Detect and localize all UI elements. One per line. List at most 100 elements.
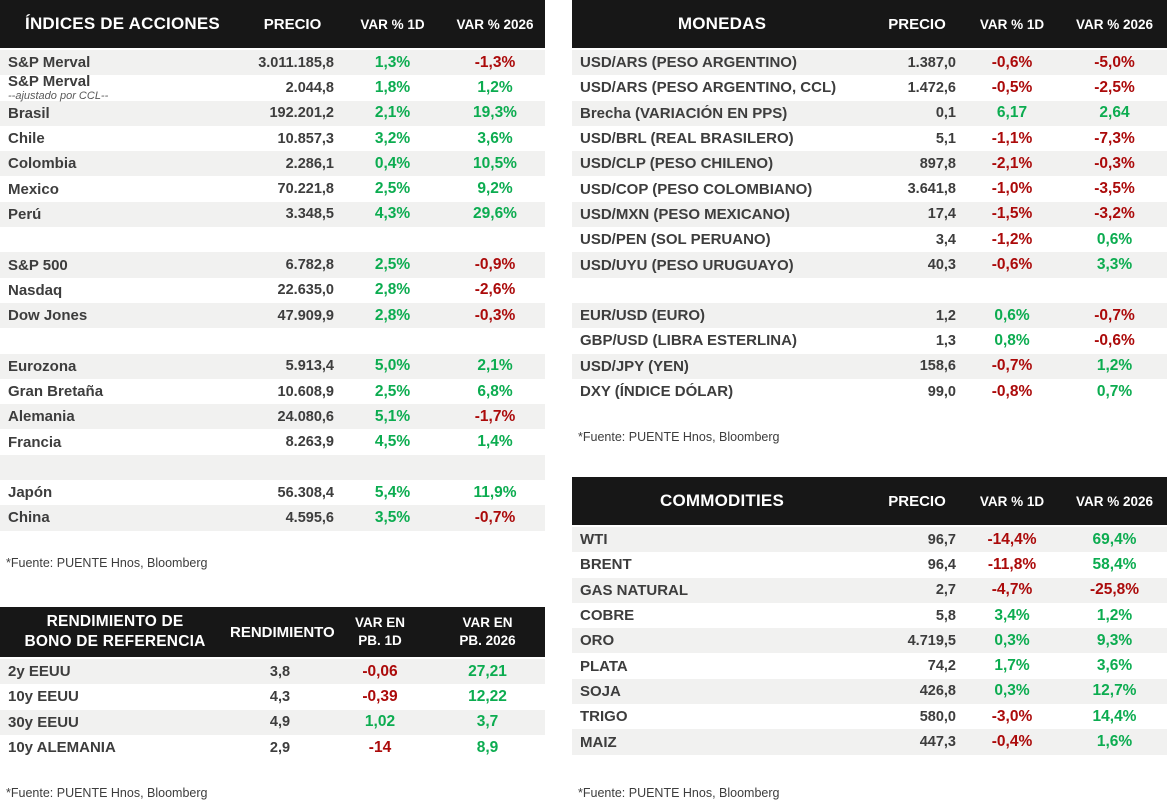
var-2026-value: -7,3%	[1094, 129, 1135, 147]
price-value: 192.201,2	[269, 105, 334, 122]
price-value: 3.641,8	[907, 181, 956, 198]
price-value: 4,9	[269, 714, 291, 731]
instrument-label: Eurozona	[8, 357, 77, 375]
table-header: ÍNDICES DE ACCIONES PRECIO VAR % 1D VAR …	[0, 0, 545, 48]
price-value: 158,6	[919, 358, 956, 375]
instrument-label: MAIZ	[580, 733, 617, 751]
var-2026-value: 3,6%	[477, 129, 513, 147]
instrument-label: PLATA	[580, 657, 628, 675]
table-title: MONEDAS	[677, 14, 767, 33]
table-row: USD/JPY (YEN) 158,6 -0,7% 1,2%	[572, 353, 1167, 379]
instrument-label: Perú	[8, 205, 42, 223]
table-row: USD/ARS (PESO ARGENTINO, CCL) 1.472,6 -0,5…	[572, 75, 1167, 100]
table-row: Eurozona 5.913,4 5,0% 2,1%	[0, 353, 545, 379]
instrument-label: GAS NATURAL	[580, 581, 689, 599]
var-1d-value: 3,5%	[374, 508, 411, 526]
price-value: 5.913,4	[285, 358, 334, 375]
instrument-label: COBRE	[580, 607, 635, 625]
instrument-label: USD/COP (PESO COLOMBIANO)	[580, 180, 813, 198]
var-2026-value: 10,5%	[473, 154, 517, 172]
price-value: 3.011.185,8	[258, 54, 334, 71]
var-1d-value: -0,06	[362, 662, 398, 680]
table-title: RENDIMIENTO DE BONO DE REFERENCIA	[24, 612, 206, 650]
table-row: Francia 8.263,9 4,5% 1,4%	[0, 429, 545, 454]
var-1d-value: -3,0%	[991, 707, 1033, 725]
source-note: *Fuente: PUENTE Hnos, Bloomberg	[578, 430, 780, 444]
price-value: 2,9	[269, 739, 291, 756]
var-1d-value: -0,5%	[991, 78, 1033, 96]
var-2026-value: -5,0%	[1094, 53, 1135, 71]
var-1d-value: 2,5%	[374, 180, 411, 198]
var-1d-value: -1,1%	[991, 129, 1033, 147]
instrument-label: USD/ARS (PESO ARGENTINO)	[580, 54, 797, 72]
table-commodities: COMMODITIES PRECIO VAR % 1D VAR % 2026 W…	[572, 477, 1167, 755]
table-row: 30y EEUU 4,9 1,02 3,7	[0, 709, 545, 735]
price-value: 5,8	[935, 607, 956, 624]
table-row: USD/UYU (PESO URUGUAYO) 40,3 -0,6% 3,3%	[572, 252, 1167, 278]
instrument-label: Brasil	[8, 104, 50, 122]
var-2026-value: 0,7%	[1096, 382, 1133, 400]
var-2026-value: 58,4%	[1092, 555, 1137, 573]
price-value: 47.909,9	[277, 307, 334, 324]
table-row: 10y EEUU 4,3 -0,39 12,22	[0, 684, 545, 709]
instrument-label: Gran Bretaña	[8, 383, 104, 400]
table-row: BRENT 96,4 -11,8% 58,4%	[572, 552, 1167, 577]
price-value: 580,0	[919, 708, 956, 725]
price-value: 10.857,3	[277, 130, 334, 147]
var-2026-value: -0,6%	[1094, 331, 1135, 349]
spacer-row	[0, 454, 545, 481]
price-value: 96,7	[927, 531, 956, 548]
table-row: Chile 10.857,3 3,2% 3,6%	[0, 126, 545, 151]
var-2026-value: 12,22	[468, 687, 507, 705]
var-2026-value: -0,3%	[474, 306, 516, 324]
var-2026-value: -0,7%	[474, 508, 516, 526]
price-value: 2.286,1	[285, 155, 334, 172]
var-1d-value: 2,5%	[374, 256, 411, 274]
instrument-label: TRIGO	[580, 708, 628, 726]
price-value: 3,8	[269, 663, 291, 680]
instrument-label: USD/JPY (YEN)	[580, 357, 689, 375]
price-value: 40,3	[927, 257, 956, 274]
instrument-label: China	[8, 509, 50, 527]
column-header-precio: PRECIO	[263, 15, 322, 33]
instrument-label: Alemania	[8, 408, 75, 426]
var-2026-value: -2,6%	[474, 281, 516, 299]
column-header-var-pb-2026: VAR EN PB. 2026	[459, 614, 516, 648]
var-2026-value: 3,6%	[1096, 657, 1133, 675]
var-2026-value: 27,21	[468, 662, 507, 680]
table-row: WTI 96,7 -14,4% 69,4%	[572, 527, 1167, 553]
price-value: 2.044,8	[285, 79, 334, 96]
price-value: 99,0	[927, 383, 956, 400]
table-row: Alemania 24.080,6 5,1% -1,7%	[0, 404, 545, 430]
table-header: COMMODITIES PRECIO VAR % 1D VAR % 2026	[572, 477, 1167, 525]
price-value: 897,8	[919, 155, 956, 172]
table-row: DXY (ÍNDICE DÓLAR) 99,0 -0,8% 0,7%	[572, 379, 1167, 404]
source-note: *Fuente: PUENTE Hnos, Bloomberg	[578, 786, 780, 800]
price-value: 426,8	[919, 683, 956, 700]
var-2026-value: -0,3%	[1094, 154, 1135, 172]
price-value: 4.719,5	[907, 632, 956, 649]
var-1d-value: 2,8%	[374, 306, 411, 324]
var-1d-value: 2,1%	[374, 104, 411, 122]
table-header: RENDIMIENTO DE BONO DE REFERENCIA RENDIM…	[0, 607, 545, 657]
table-row: China 4.595,6 3,5% -0,7%	[0, 505, 545, 531]
instrument-label: BRENT	[580, 556, 632, 574]
table-row: USD/PEN (SOL PERUANO) 3,4 -1,2% 0,6%	[572, 227, 1167, 252]
var-1d-value: 4,5%	[374, 433, 411, 451]
table-body: WTI 96,7 -14,4% 69,4% BRENT 96,4 -11,8% 58,4% GA…	[572, 527, 1167, 755]
price-value: 22.635,0	[277, 282, 334, 299]
instrument-label: Brecha (VARIACIÓN EN PPS)	[580, 104, 788, 122]
var-2026-value: 1,2%	[1096, 606, 1133, 624]
var-2026-value: 0,6%	[1096, 230, 1133, 248]
instrument-label: DXY (ÍNDICE DÓLAR)	[580, 383, 734, 400]
var-1d-value: 1,02	[364, 713, 396, 731]
instrument-label: USD/MXN (PESO MEXICANO)	[580, 205, 791, 223]
var-2026-value: -1,3%	[474, 53, 516, 71]
price-value: 447,3	[919, 734, 956, 751]
table-row: Colombia 2.286,1 0,4% 10,5%	[0, 151, 545, 177]
instrument-label: 2y EEUU	[8, 663, 71, 681]
var-1d-value: -14,4%	[987, 530, 1037, 548]
price-value: 1,3	[935, 332, 956, 349]
var-1d-value: 0,8%	[994, 331, 1030, 349]
